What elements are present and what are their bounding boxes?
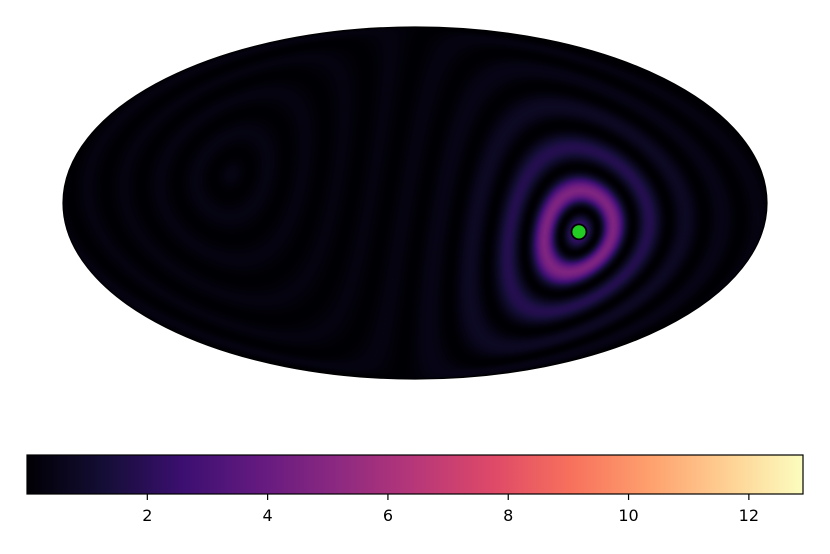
source-marker [570, 223, 588, 241]
mollweide-map [62, 26, 768, 380]
map-outline [62, 26, 768, 380]
colorbar-tick-label: 12 [739, 506, 759, 525]
colorbar-gradient [27, 455, 803, 494]
heatmap-image [63, 27, 767, 379]
colorbar-tick-label: 4 [263, 506, 273, 525]
colorbar-tick-label: 6 [383, 506, 393, 525]
colorbar: 2 4 6 8 10 12 [26, 454, 804, 525]
colorbar-tick-label: 8 [503, 506, 513, 525]
colorbar-ticks: 2 4 6 8 10 12 [142, 494, 759, 525]
colorbar-tick-label: 10 [618, 506, 638, 525]
colorbar-tick-label: 2 [142, 506, 152, 525]
colorbar-frame [26, 454, 804, 495]
